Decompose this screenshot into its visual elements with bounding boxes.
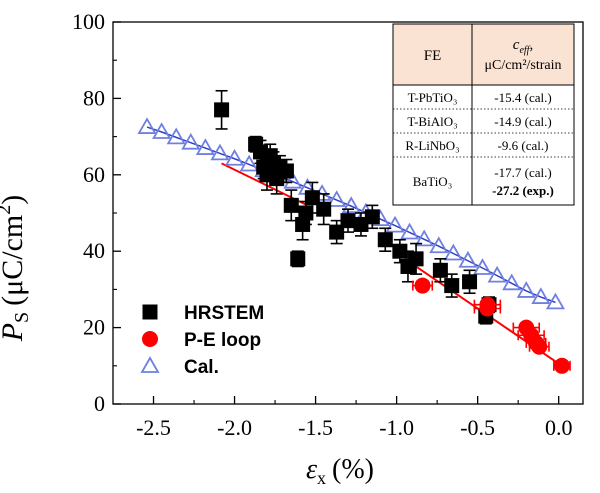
cal-point xyxy=(137,117,157,134)
hrstem-point xyxy=(290,251,306,267)
cal-point xyxy=(516,281,536,298)
cal-point xyxy=(239,154,259,172)
hrstem-point xyxy=(283,197,299,213)
hrstem-point xyxy=(214,102,230,118)
table-cell-ceff: -14.9 (cal.) xyxy=(494,114,551,129)
hrstem-point xyxy=(444,278,460,294)
cal-point xyxy=(327,190,347,207)
cal-point xyxy=(502,273,522,291)
pe-point xyxy=(414,277,431,294)
cal-point xyxy=(210,143,230,161)
pe-point xyxy=(479,300,496,317)
cal-point xyxy=(195,138,215,155)
hrstem-point xyxy=(408,251,424,267)
cal-point xyxy=(152,122,172,139)
hrstem-point xyxy=(353,216,369,232)
hrstem-point xyxy=(462,274,478,290)
y-axis-subscript: S xyxy=(11,312,33,323)
table-cell-ceff: -15.4 (cal.) xyxy=(494,90,551,105)
y-tick-label: 60 xyxy=(83,162,105,187)
hrstem-point xyxy=(316,201,332,217)
legend-cal-label: Cal. xyxy=(184,357,219,378)
table-cell-fe: BaTiO₃ xyxy=(413,174,452,189)
x-tick-label: 0.0 xyxy=(545,415,573,440)
cal-point xyxy=(166,127,186,145)
table-header-ceff-unit: μC/cm²/strain xyxy=(484,58,561,73)
table-header-ceff-suffix: , xyxy=(529,37,533,53)
plot-marks xyxy=(137,89,571,374)
hrstem-point xyxy=(304,190,320,206)
table-cell-ceff-exp: -27.2 (exp.) xyxy=(492,183,554,198)
y-tick-label: 40 xyxy=(83,238,105,263)
hrstem-point xyxy=(278,163,294,179)
legend-pe-label: P-E loop xyxy=(184,330,261,351)
y-tick-label: 80 xyxy=(83,85,105,110)
c-eff-table: FE ceff, μC/cm²/strain T-PbTiO₃ -15.4 (cal.)… xyxy=(392,23,575,206)
cal-point xyxy=(443,243,463,261)
table-cell-ceff: -9.6 (cal.) xyxy=(498,138,549,153)
table-cell-fe: T-BiAlO₃ xyxy=(407,114,457,129)
y-axis-unit-sup: 2 xyxy=(0,205,15,215)
table-header-ceff: ceff, xyxy=(513,37,533,56)
legend-pe-marker xyxy=(142,331,158,347)
hrstem-point xyxy=(377,232,393,248)
table-header-ceff-symbol: c xyxy=(513,37,520,53)
table-border xyxy=(392,23,575,206)
legend-hrstem-label: HRSTEM xyxy=(184,303,264,324)
cal-line xyxy=(146,126,556,304)
y-tick-label: 100 xyxy=(72,9,105,34)
x-tick-label: -1.5 xyxy=(298,415,333,440)
cal-point xyxy=(429,236,449,254)
x-axis-subscript: x xyxy=(317,468,326,488)
y-axis-unit: (μC/cm xyxy=(0,215,29,306)
hrstem-point xyxy=(392,243,408,259)
y-tick-label: 20 xyxy=(83,315,105,340)
legend-cal-marker xyxy=(140,356,160,373)
cal-point xyxy=(225,148,245,166)
hrstem-point xyxy=(329,224,345,240)
table-header-ceff-sub: eff xyxy=(519,45,530,56)
hrstem-point xyxy=(340,213,356,229)
cal-point xyxy=(545,292,565,310)
pe-point xyxy=(553,357,570,374)
y-axis-title: PS (μC/cm2) xyxy=(0,195,33,343)
pe-point xyxy=(531,338,548,355)
table-header-fe: FE xyxy=(424,48,442,64)
table-header-bg xyxy=(393,24,574,85)
cal-point xyxy=(458,250,478,268)
cal-point xyxy=(181,132,201,150)
axes xyxy=(112,21,584,405)
table-cell-ceff: -17.7 (cal.) xyxy=(494,165,551,180)
cal-point xyxy=(487,265,507,283)
cal-point xyxy=(414,229,434,247)
y-axis-symbol: P xyxy=(0,323,29,342)
hrstem-point xyxy=(364,209,380,225)
cal-point xyxy=(385,215,405,233)
cal-point xyxy=(531,287,551,304)
x-tick-label: -2.0 xyxy=(217,415,252,440)
x-axis-symbol: ε xyxy=(306,454,317,485)
x-tick-label: -0.5 xyxy=(460,415,495,440)
x-axis-unit: (%) xyxy=(332,454,374,485)
legend-hrstem-marker xyxy=(142,304,158,320)
tick-labels: 0 20 40 60 80 100 -2.5 -2.0 -1.5 -1.0 -0.5 0.0 xyxy=(72,9,572,440)
x-tick-label: -2.5 xyxy=(136,415,171,440)
cal-point xyxy=(400,222,420,240)
x-axis-title: εx (%) xyxy=(306,454,374,488)
hrstem-point xyxy=(432,262,448,278)
y-axis-unit-end: ) xyxy=(0,195,29,205)
x-tick-label: -1.0 xyxy=(379,415,414,440)
legend: HRSTEM P-E loop Cal. xyxy=(140,303,264,378)
y-tick-label: 0 xyxy=(94,391,105,416)
cal-point xyxy=(341,196,361,214)
hrstem-point xyxy=(298,205,314,221)
table-cell-fe: R-LiNbO₃ xyxy=(405,138,459,153)
table-cell-fe: T-PbTiO₃ xyxy=(408,90,458,105)
cal-point xyxy=(472,258,493,275)
cal-point xyxy=(283,171,303,189)
